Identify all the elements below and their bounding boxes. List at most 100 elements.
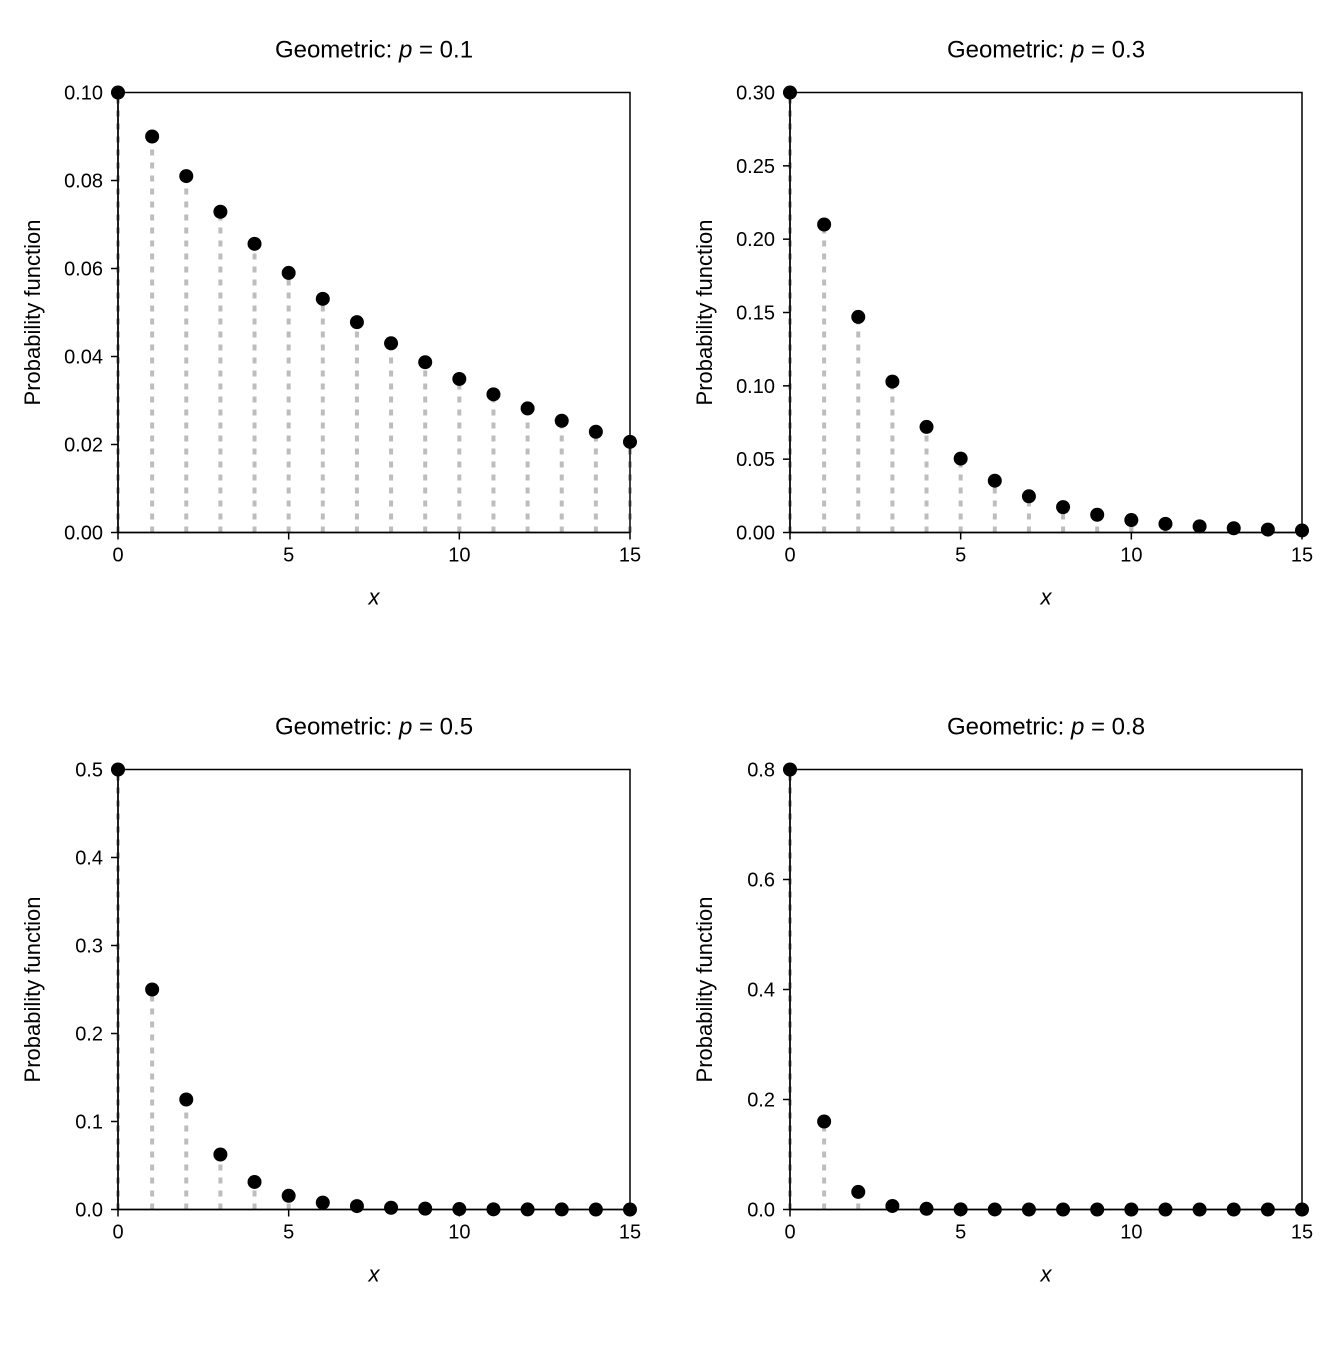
x-tick-label: 10 [448, 1222, 470, 1244]
data-point [213, 1148, 227, 1162]
panel-p05: Geometric: p = 0.50510150.00.10.20.30.40… [0, 677, 672, 1354]
data-point [817, 1115, 831, 1129]
data-point [817, 218, 831, 232]
x-axis-label: x [1040, 1262, 1053, 1287]
y-axis: 0.00.10.20.30.40.5 [75, 760, 118, 1222]
panel-svg: Geometric: p = 0.80510150.00.20.40.60.8x… [672, 677, 1344, 1354]
panel-p01: Geometric: p = 0.10510150.000.020.040.06… [0, 0, 672, 677]
data-point [486, 387, 500, 401]
data-point [1022, 489, 1036, 503]
y-tick-label: 0.0 [747, 1200, 775, 1222]
data-point [145, 130, 159, 144]
chart-title: Geometric: p = 0.8 [947, 714, 1145, 741]
y-tick-label: 0.04 [64, 347, 103, 369]
y-tick-label: 0.05 [736, 449, 775, 471]
y-tick-label: 0.08 [64, 171, 103, 193]
data-point [282, 266, 296, 280]
data-point [555, 414, 569, 428]
plot-border [790, 93, 1302, 533]
y-tick-label: 0.3 [75, 936, 103, 958]
y-tick-label: 0.15 [736, 303, 775, 325]
data-point [521, 401, 535, 415]
data-series [783, 86, 1309, 538]
y-tick-label: 0.4 [75, 848, 103, 870]
data-point [350, 1199, 364, 1213]
data-point [1261, 523, 1275, 537]
data-point [248, 1175, 262, 1189]
data-point [851, 1185, 865, 1199]
panel-p03: Geometric: p = 0.30510150.000.050.100.15… [672, 0, 1344, 677]
data-point [920, 420, 934, 434]
y-axis: 0.00 0.05 0.10 0.15 0.20 0.25 0.30 [736, 83, 790, 545]
data-point [1090, 508, 1104, 522]
y-tick-label: 0.02 [64, 435, 103, 457]
y-tick-label: 0.0 [75, 1200, 103, 1222]
plot-border [118, 93, 630, 533]
y-axis-label: Probability function [20, 220, 45, 406]
y-axis: 0.00 0.02 0.04 0.06 0.08 0.10 [64, 83, 118, 545]
data-point [316, 1196, 330, 1210]
panel-svg: Geometric: p = 0.50510150.00.10.20.30.40… [0, 677, 672, 1354]
y-axis-label: Probability function [20, 897, 45, 1083]
data-point [988, 474, 1002, 488]
x-axis-label: x [368, 585, 381, 610]
y-tick-label: 0.00 [736, 523, 775, 545]
x-tick-label: 5 [955, 545, 966, 567]
data-point [384, 336, 398, 350]
y-tick-label: 0.30 [736, 83, 775, 105]
y-tick-label: 0.00 [64, 523, 103, 545]
data-point [885, 375, 899, 389]
y-axis-label: Probability function [692, 897, 717, 1083]
data-point [589, 425, 603, 439]
data-point [954, 452, 968, 466]
data-point [350, 315, 364, 329]
x-axis-label: x [1040, 585, 1053, 610]
x-tick-label: 0 [784, 1222, 795, 1244]
data-point [885, 1199, 899, 1213]
data-point [213, 205, 227, 219]
x-tick-label: 15 [1291, 545, 1313, 567]
y-tick-label: 0.20 [736, 229, 775, 251]
chart-grid: Geometric: p = 0.10510150.000.020.040.06… [0, 0, 1344, 1344]
y-tick-label: 0.2 [75, 1024, 103, 1046]
chart-title: Geometric: p = 0.3 [947, 37, 1145, 64]
y-axis-label: Probability function [692, 220, 717, 406]
y-tick-label: 0.4 [747, 980, 775, 1002]
y-tick-label: 0.10 [64, 83, 103, 105]
x-axis: 051015 [784, 533, 1313, 567]
x-tick-label: 10 [1120, 1222, 1142, 1244]
x-tick-label: 15 [619, 545, 641, 567]
y-tick-label: 0.1 [75, 1112, 103, 1134]
data-point [851, 310, 865, 324]
chart-title: Geometric: p = 0.1 [275, 37, 473, 64]
data-point [418, 355, 432, 369]
y-tick-label: 0.25 [736, 156, 775, 178]
data-point [248, 237, 262, 251]
panel-svg: Geometric: p = 0.30510150.000.050.100.15… [672, 0, 1344, 677]
y-tick-label: 0.10 [736, 376, 775, 398]
x-tick-label: 5 [955, 1222, 966, 1244]
x-tick-label: 0 [112, 1222, 123, 1244]
data-point [179, 1093, 193, 1107]
x-tick-label: 0 [112, 545, 123, 567]
data-point [145, 983, 159, 997]
chart-title: Geometric: p = 0.5 [275, 714, 473, 741]
y-tick-label: 0.06 [64, 259, 103, 281]
y-tick-label: 0.8 [747, 760, 775, 782]
y-tick-label: 0.6 [747, 870, 775, 892]
panel-p08: Geometric: p = 0.80510150.00.20.40.60.8x… [672, 677, 1344, 1354]
panel-svg: Geometric: p = 0.10510150.000.020.040.06… [0, 0, 672, 677]
data-series [783, 763, 1309, 1217]
x-tick-label: 15 [1291, 1222, 1313, 1244]
data-series [111, 86, 637, 533]
data-point [1124, 513, 1138, 527]
x-tick-label: 5 [283, 1222, 294, 1244]
data-point [1193, 519, 1207, 533]
x-tick-label: 10 [1120, 545, 1142, 567]
data-point [316, 292, 330, 306]
data-point [384, 1201, 398, 1215]
x-tick-label: 15 [619, 1222, 641, 1244]
x-axis: 051015 [112, 533, 641, 567]
x-tick-label: 5 [283, 545, 294, 567]
data-point [452, 372, 466, 386]
